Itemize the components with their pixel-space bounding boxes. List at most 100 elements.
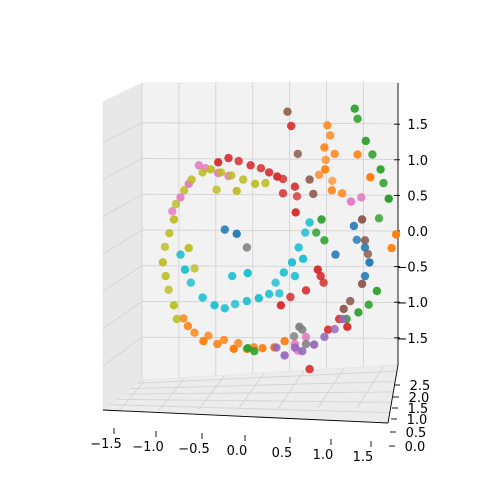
left-grid-line-z-4: [102, 193, 143, 218]
scatter-point: [294, 243, 303, 252]
scatter-point: [313, 265, 322, 274]
scatter-point: [309, 340, 319, 349]
scatter-point: [291, 208, 300, 217]
back-grid-line-z-1: [141, 301, 399, 303]
scatter-point: [292, 192, 302, 201]
z-tick-label: 0.0: [407, 225, 428, 240]
scatter-point: [168, 207, 177, 216]
scatter-point: [250, 179, 260, 188]
scatter-point: [323, 325, 333, 334]
scatter-point: [327, 186, 336, 195]
floor-grid-line-x-2: [198, 375, 225, 411]
scatter-point: [210, 301, 219, 310]
floor-grid-line-y-4: [130, 381, 396, 390]
left-grid-line-z-3: [102, 229, 143, 255]
scatter-point: [354, 308, 363, 317]
left-grid-line-z-5: [102, 158, 143, 180]
floor-grid-line-x-1: [158, 377, 186, 411]
back-grid-line-z-5: [141, 158, 399, 160]
scatter-point: [320, 332, 329, 342]
floor-grid-line-y-2: [116, 398, 392, 403]
floor-grid-line-x-6: [357, 366, 384, 408]
scatter-point: [176, 193, 185, 202]
scatter-point: [346, 296, 355, 306]
scatter-point: [186, 278, 195, 287]
scatter-point: [169, 301, 179, 310]
scatter-point: [169, 215, 179, 224]
scatter-point: [366, 173, 375, 182]
scatter-point: [350, 104, 359, 113]
scatter-point: [271, 278, 280, 287]
scatter-point: [199, 336, 208, 346]
scatter-point: [224, 153, 233, 163]
scatter-point: [321, 165, 330, 174]
scatter-point: [250, 347, 259, 356]
floor-grid-line-y-3: [123, 391, 394, 395]
scatter-point: [391, 230, 401, 239]
scatter-point: [305, 218, 314, 227]
tick-marks: [113, 123, 400, 447]
z-tick-label: −1.5: [396, 332, 428, 347]
floor-grid-line-x-0: [118, 379, 146, 412]
scatter-point: [219, 335, 229, 345]
scatter-point: [321, 155, 330, 165]
scatter-point: [360, 236, 370, 245]
scatter-point: [243, 268, 252, 278]
x-tick-label: −0.5: [178, 442, 210, 457]
scatter-point: [280, 351, 289, 360]
scatter-point: [287, 258, 297, 267]
scatter-point: [357, 193, 366, 202]
floor-grid-line-y-1: [109, 404, 390, 414]
scatter-point: [298, 347, 307, 356]
scatter-point: [264, 168, 274, 177]
scatter-point: [232, 186, 241, 196]
scatter-point: [278, 189, 288, 198]
y-tick-label: 0.5: [406, 426, 427, 441]
scatter-point: [374, 214, 384, 223]
y-tick-label: 0.0: [405, 440, 426, 455]
back-grid-line-z-3: [141, 229, 399, 232]
scatter-point: [176, 250, 185, 259]
scatter-point: [276, 301, 286, 310]
scatter-point: [301, 228, 310, 237]
scatter-point: [330, 149, 339, 159]
left-grid-line-z-1: [102, 301, 143, 329]
back-pane: [141, 82, 399, 381]
scatter-point: [290, 343, 300, 352]
scatter-point: [256, 164, 266, 173]
x-tick-label: 1.5: [353, 450, 374, 465]
scatter-point: [261, 178, 270, 188]
axes-panes: [101, 82, 399, 424]
scatter-point: [171, 199, 181, 209]
scatter-point: [290, 271, 300, 281]
x-axis-line: [102, 409, 389, 424]
scatter-point: [254, 294, 263, 303]
back-grid-line-z-6: [141, 122, 399, 125]
y-tick-label: 1.5: [408, 402, 429, 417]
scatter-point: [165, 229, 174, 238]
z-tick-label: 1.0: [407, 154, 428, 169]
scatter-point: [278, 174, 288, 184]
scatter-point: [158, 258, 167, 267]
scatter-point: [339, 304, 348, 314]
scatter-point: [164, 285, 173, 294]
scatter-point: [330, 324, 339, 334]
scatter-point: [172, 314, 181, 324]
scatter-point: [242, 243, 252, 252]
scatter-point: [364, 300, 373, 309]
scatter-point: [368, 150, 377, 159]
scatter-point: [346, 197, 356, 206]
y-tick-label: 1.0: [407, 413, 428, 428]
scatter-point: [331, 250, 340, 259]
z-tick-label: −0.5: [396, 261, 428, 276]
scatter-point: [337, 189, 347, 198]
scatter-point: [187, 175, 196, 184]
scatter-point: [213, 339, 222, 349]
scatter-point: [227, 171, 236, 180]
z-tick-label: 0.5: [407, 189, 428, 204]
scatter-point: [301, 339, 311, 349]
back-grid-line-z-0: [141, 336, 399, 339]
scatter-point: [305, 175, 314, 184]
scatter-point: [204, 331, 213, 340]
axis-lines: [102, 83, 399, 424]
